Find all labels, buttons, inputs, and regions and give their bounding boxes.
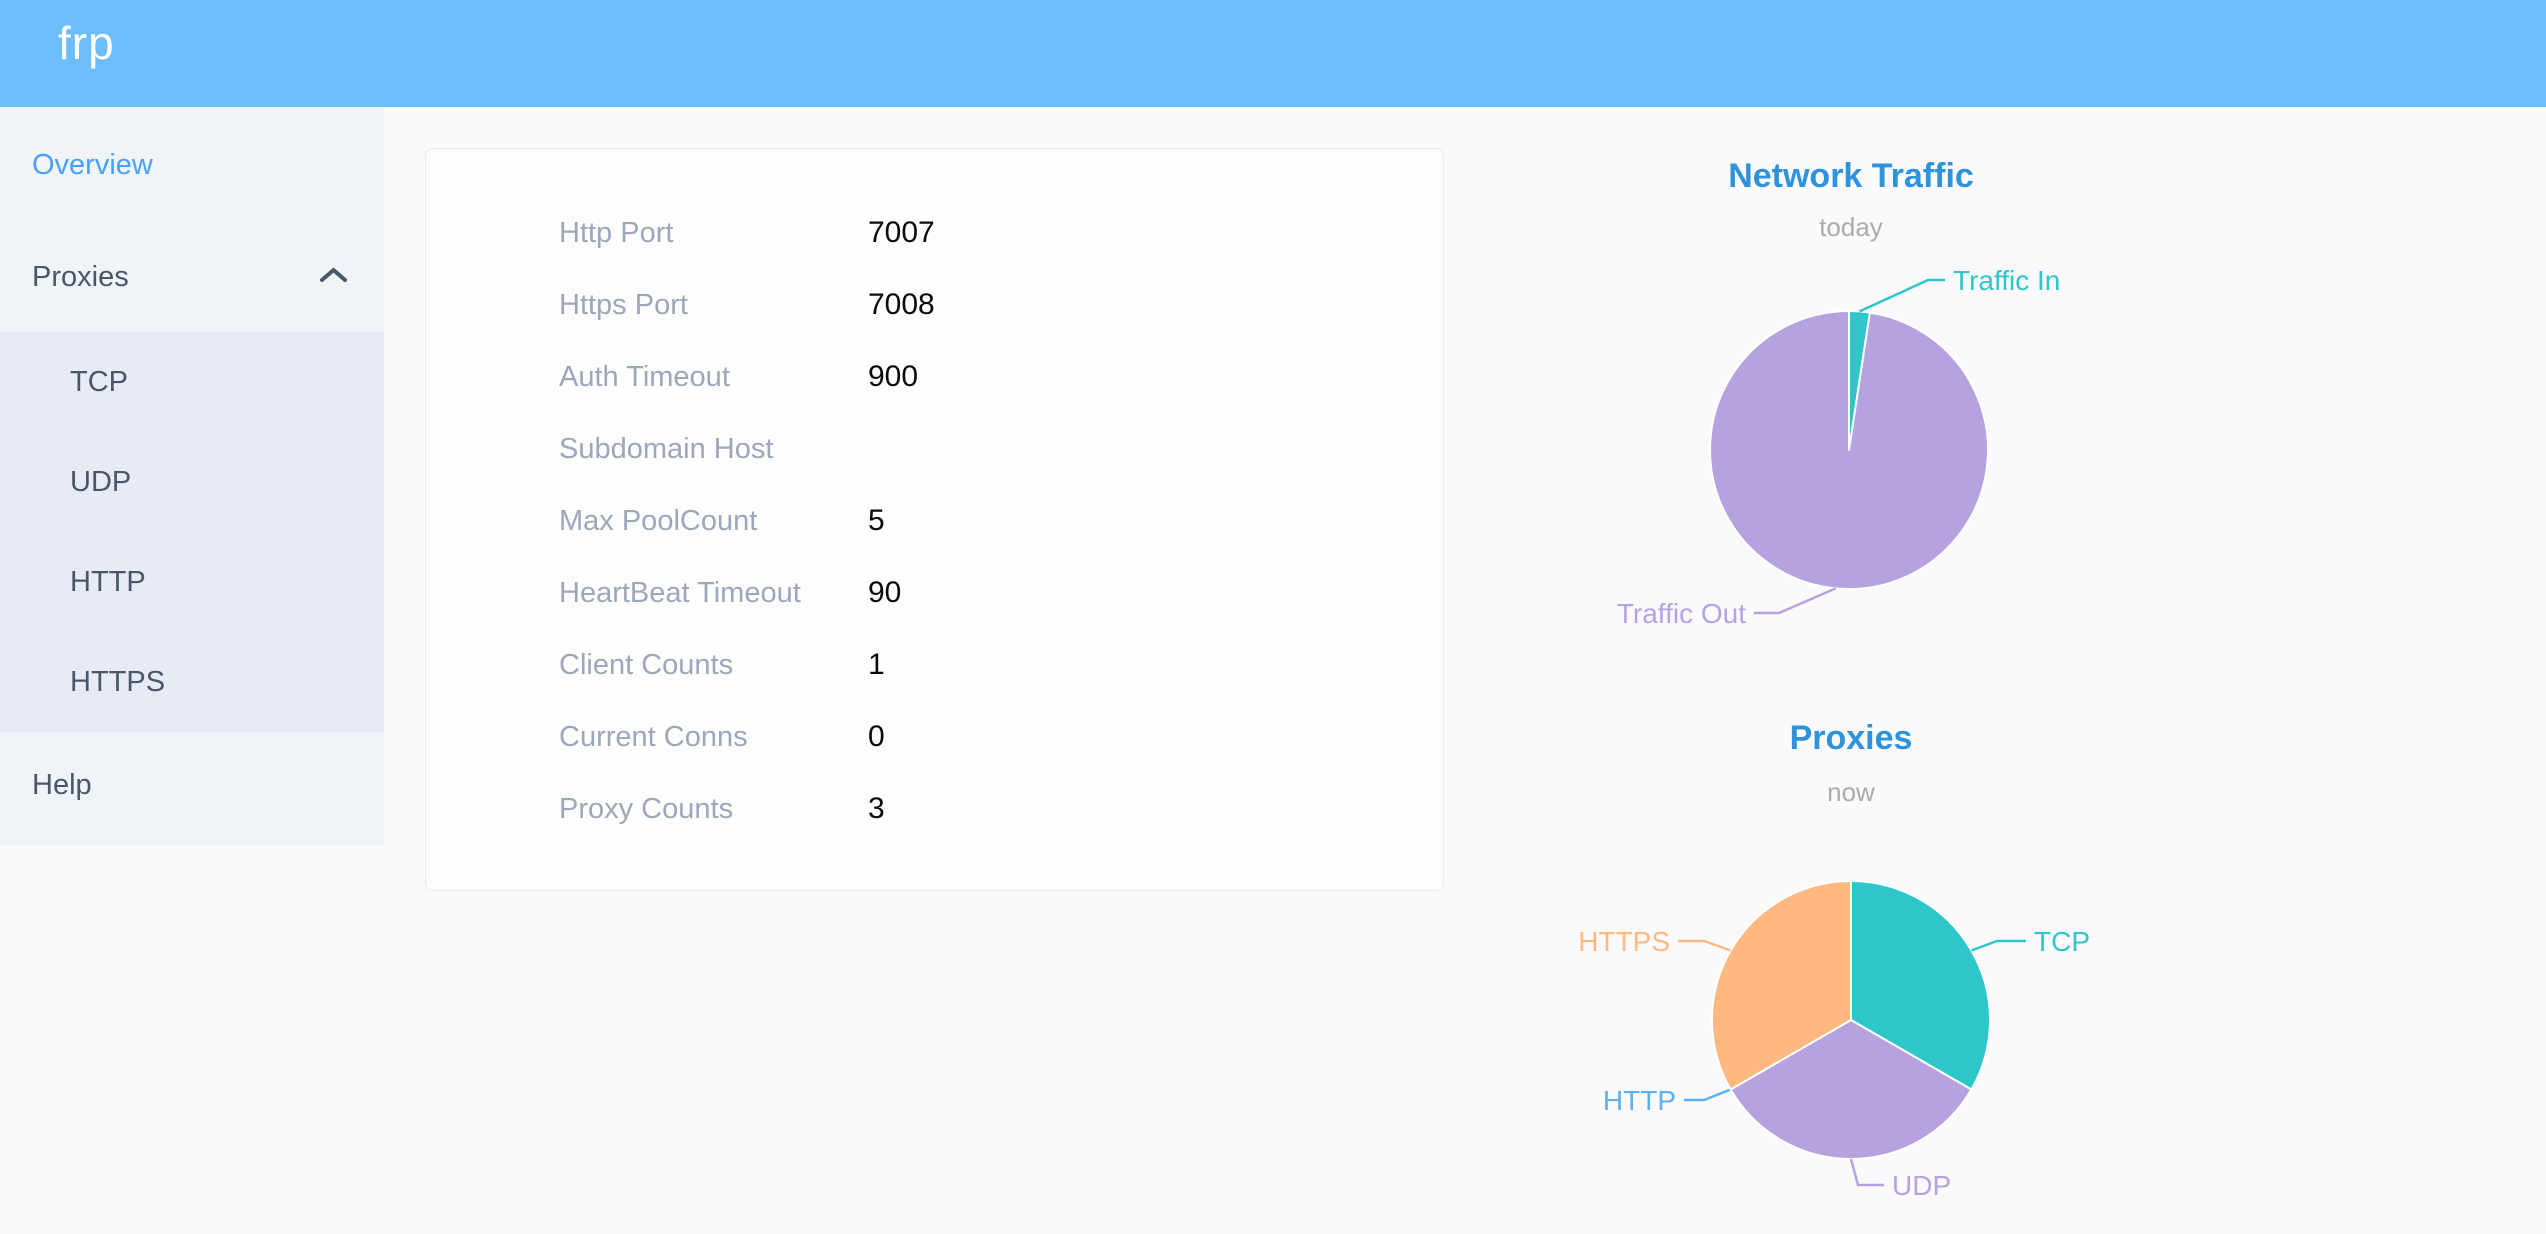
pie-slice-traffic-out[interactable] (1709, 310, 1989, 590)
info-label: Proxy Counts (559, 792, 734, 825)
chevron-up-icon (320, 268, 347, 282)
sidebar-item-http[interactable]: HTTP (70, 566, 146, 598)
network-traffic-chart-title: Network Traffic (1728, 157, 1974, 195)
sidebar-item-proxies[interactable]: Proxies (0, 221, 384, 333)
server-info-card: Http Port 7007 Https Port 7008 Auth Time… (425, 148, 1444, 891)
info-value: 3 (868, 792, 885, 825)
server-info-rows: Http Port 7007 Https Port 7008 Auth Time… (559, 197, 1403, 845)
info-row-current-conns: Current Conns 0 (559, 701, 1403, 773)
info-value: 900 (868, 360, 919, 393)
pie-label-http: HTTP (1603, 1085, 1676, 1116)
info-label: Https Port (559, 288, 688, 321)
pie-label-line-traffic-out (1754, 587, 1837, 615)
info-value: 90 (868, 576, 902, 609)
info-label: Http Port (559, 216, 674, 249)
info-label: Max PoolCount (559, 504, 758, 537)
header: frp (0, 0, 2546, 107)
sidebar-item-help[interactable]: Help (32, 769, 92, 801)
info-value: 7008 (868, 288, 935, 321)
sidebar-item-tcp[interactable]: TCP (70, 366, 128, 398)
info-value: 1 (868, 648, 885, 681)
sidebar-item-overview[interactable]: Overview (32, 149, 153, 181)
pie-label-line-tcp (1970, 939, 2026, 952)
sidebar-item-proxies-label: Proxies (32, 261, 129, 293)
info-row-client-counts: Client Counts 1 (559, 629, 1403, 701)
proxies-chart-subtitle: now (1827, 777, 1875, 807)
info-label: Current Conns (559, 720, 748, 753)
info-value: 0 (868, 720, 885, 753)
info-value: 5 (868, 504, 885, 537)
sidebar: Overview Proxies TCP UDP HTTP HTTPS Help (0, 107, 384, 845)
frp-logo: frp (58, 17, 115, 69)
info-label: Client Counts (559, 648, 734, 681)
sidebar-item-https[interactable]: HTTPS (70, 666, 166, 698)
proxies-chart-title: Proxies (1789, 719, 1913, 757)
info-row-http-port: Http Port 7007 (559, 197, 1403, 269)
pie-label-line-http (1684, 1088, 1732, 1102)
pie-label-line-https (1678, 939, 1732, 952)
proxies-pie-chart: TCP UDP HTTP HTTPS (1578, 880, 2090, 1201)
pie-label-traffic-in: Traffic In (1953, 265, 2060, 296)
sidebar-item-udp[interactable]: UDP (70, 466, 132, 498)
network-traffic-chart-subtitle: today (1819, 212, 1883, 242)
pie-label-tcp: TCP (2034, 926, 2090, 957)
pie-label-https: HTTPS (1578, 926, 1670, 957)
info-label: Subdomain Host (559, 432, 774, 465)
pie-label-line-traffic-in (1859, 278, 1945, 313)
info-row-heartbeat-timeout: HeartBeat Timeout 90 (559, 557, 1403, 629)
info-row-auth-timeout: Auth Timeout 900 (559, 341, 1403, 413)
pie-label-traffic-out: Traffic Out (1617, 598, 1746, 629)
info-label: Auth Timeout (559, 360, 730, 393)
sidebar-submenu-proxies: TCP UDP HTTP HTTPS (0, 332, 384, 732)
info-row-max-poolcount: Max PoolCount 5 (559, 485, 1403, 557)
info-row-https-port: Https Port 7008 (559, 269, 1403, 341)
pie-label-udp: UDP (1892, 1170, 1951, 1201)
info-value: 7007 (868, 216, 935, 249)
network-traffic-pie-chart: Traffic In Traffic Out (1617, 265, 2061, 629)
info-row-proxy-counts: Proxy Counts 3 (559, 773, 1403, 845)
info-label: HeartBeat Timeout (559, 576, 801, 609)
info-row-subdomain-host: Subdomain Host (559, 413, 1403, 485)
pie-label-line-udp (1849, 1158, 1884, 1187)
